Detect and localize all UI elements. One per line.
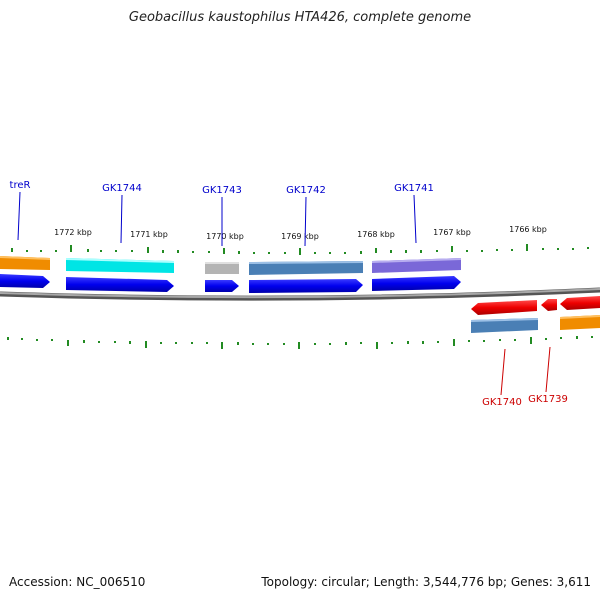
gene-label-gk1741: GK1741 xyxy=(394,183,434,194)
cds-arrow-next-reverse xyxy=(560,296,600,310)
gene-bar-gk1739-highlight xyxy=(560,315,600,319)
cds-arrow-gk1739 xyxy=(541,299,557,311)
gene-bar-gk1741-highlight xyxy=(372,258,461,263)
genome-backbone-highlight xyxy=(0,288,600,299)
cds-arrow-gk1743 xyxy=(205,280,239,292)
scale-label-1769: 1769 kbp xyxy=(281,232,319,241)
genome-summary-text: Topology: circular; Length: 3,544,776 bp… xyxy=(261,575,591,589)
gene-label-gk1742: GK1742 xyxy=(286,185,326,196)
gene-bar-gk1742-highlight xyxy=(249,261,363,264)
gene-label-gk1739: GK1739 xyxy=(528,394,568,405)
gene-bar-gk1740-highlight xyxy=(471,318,538,322)
reverse-label-leaders xyxy=(500,346,551,396)
scale-label-1770: 1770 kbp xyxy=(206,232,244,241)
gene-bar-gk1740 xyxy=(471,318,538,333)
scale-label-1772: 1772 kbp xyxy=(54,228,92,237)
gene-bar-gk1743 xyxy=(205,262,239,274)
gene-bar-gk1744-highlight xyxy=(66,258,174,263)
gene-label-trer: treR xyxy=(10,180,31,191)
cds-track-reverse xyxy=(471,296,600,315)
gene-label-gk1743: GK1743 xyxy=(202,185,242,196)
scale-label-1766: 1766 kbp xyxy=(509,225,547,234)
cds-arrow-trer xyxy=(0,274,50,288)
gene-track-bottom xyxy=(471,315,600,333)
forward-label-leaders xyxy=(17,191,417,247)
gene-bar-trer-highlight xyxy=(0,256,50,260)
cds-arrow-gk1741 xyxy=(372,276,461,291)
cds-arrow-gk1740 xyxy=(471,300,537,315)
map-title: Geobacillus kaustophilus HTA426, complet… xyxy=(128,10,472,25)
gene-label-gk1740: GK1740 xyxy=(482,397,522,408)
inner-tick-row xyxy=(7,336,593,349)
cds-arrow-gk1742 xyxy=(249,279,363,293)
scale-label-1767: 1767 kbp xyxy=(433,228,471,237)
accession-text: Accession: NC_006510 xyxy=(9,575,146,589)
cds-track-forward xyxy=(0,274,461,293)
gene-bar-gk1743-highlight xyxy=(205,262,239,264)
gene-bar-gk1742 xyxy=(249,261,363,275)
scale-label-1771: 1771 kbp xyxy=(130,230,168,239)
gene-track-top xyxy=(0,256,461,275)
scale-label-1768: 1768 kbp xyxy=(357,230,395,239)
gene-bar-gk1739 xyxy=(560,315,600,330)
cds-arrow-gk1744 xyxy=(66,277,174,292)
gene-label-gk1744: GK1744 xyxy=(102,183,142,194)
outer-tick-row xyxy=(11,244,589,255)
